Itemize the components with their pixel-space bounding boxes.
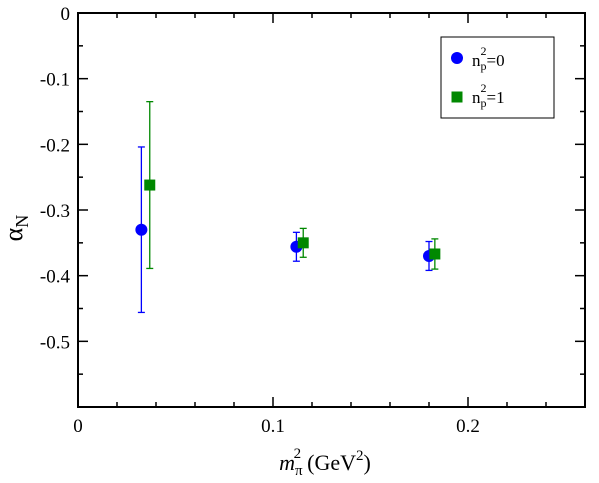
series-layer — [135, 101, 441, 314]
data-point — [297, 237, 309, 249]
x-axis-title-sup: 2 — [294, 446, 302, 462]
x-tick-label: 0 — [73, 416, 83, 437]
data-point — [429, 248, 441, 260]
x-tick-label: 0.2 — [456, 416, 480, 437]
y-tick-label: -0.4 — [40, 267, 71, 288]
y-tick-label: -0.5 — [40, 332, 70, 353]
y-axis-title-base: α — [0, 227, 28, 241]
legend-marker-np0 — [451, 52, 463, 64]
x-axis-title: mπ2 (GeV2) — [279, 446, 371, 479]
legend-label-np0-sup: 2 — [481, 44, 487, 58]
x-axis-title-sub: π — [295, 463, 303, 479]
y-tick-label: -0.3 — [40, 201, 70, 222]
x-axis-ticks: 0 0.1 0.2 — [73, 13, 480, 437]
y-tick-label: 0 — [61, 4, 71, 25]
series-0 — [135, 146, 435, 314]
y-axis-title-sub: N — [12, 215, 32, 228]
y-axis-title: αN — [0, 215, 32, 242]
y-tick-label: -0.2 — [40, 135, 70, 156]
x-axis-title-unit-sup: 2 — [356, 448, 364, 464]
y-tick-label: -0.1 — [40, 70, 70, 91]
legend-marker-np1 — [451, 91, 463, 103]
x-axis-title-base: m — [279, 450, 295, 475]
legend-label-np1-base: n — [472, 88, 481, 107]
y-axis-ticks: 0 -0.1 -0.2 -0.3 -0.4 -0.5 — [40, 4, 585, 408]
legend-label-np0-rest: =0 — [487, 51, 505, 70]
x-tick-label: 0.1 — [261, 416, 285, 437]
legend: np2=0 np2=1 — [440, 36, 555, 119]
legend-label-np0-base: n — [472, 51, 481, 70]
legend-label-np0-sub: p — [481, 59, 487, 73]
legend-label-np1: np2=1 — [472, 81, 505, 110]
legend-label-np1-sup: 2 — [481, 81, 487, 95]
legend-label-np0: np2=0 — [472, 44, 505, 73]
data-point — [144, 179, 156, 191]
series-1 — [144, 101, 441, 270]
data-point — [135, 223, 148, 236]
plot-frame — [77, 12, 586, 408]
x-axis-title-unit: (GeV — [307, 450, 356, 475]
legend-label-np1-rest: =1 — [487, 88, 505, 107]
x-axis-title-unit-close: ) — [364, 450, 371, 475]
legend-label-np1-sub: p — [481, 96, 487, 110]
legend-box — [440, 36, 555, 119]
